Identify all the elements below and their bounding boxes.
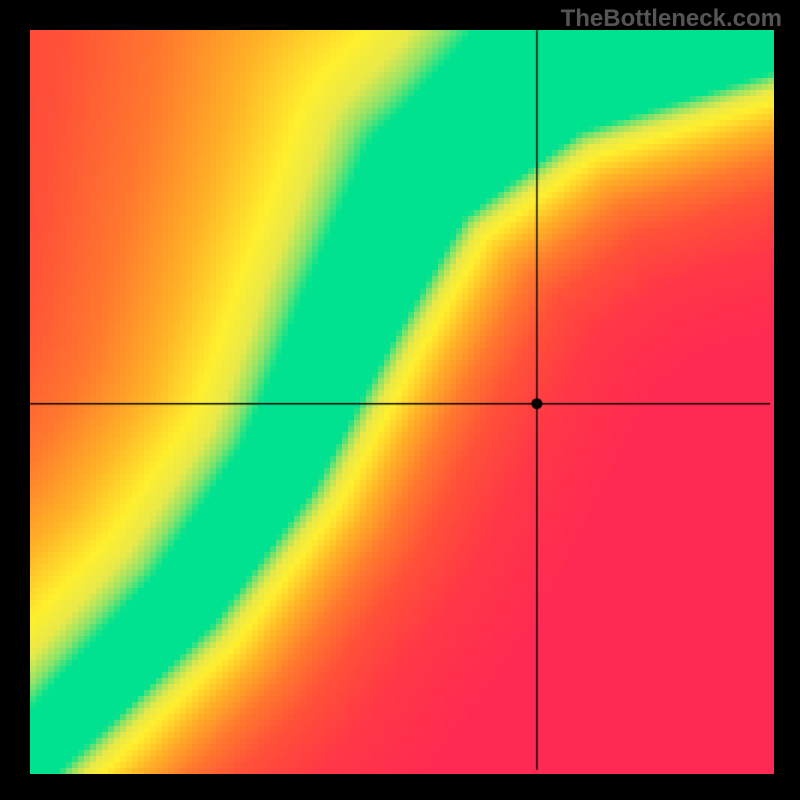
watermark-text: TheBottleneck.com [561, 5, 782, 33]
chart-container: TheBottleneck.com [0, 0, 800, 800]
bottleneck-heatmap [0, 0, 800, 800]
